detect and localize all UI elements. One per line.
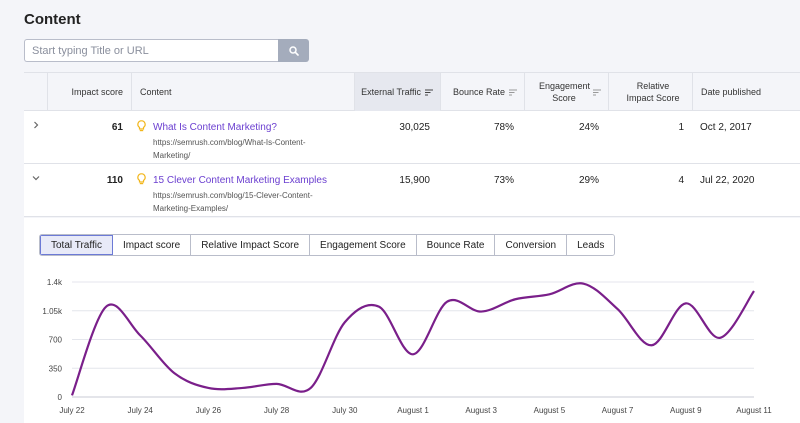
col-content-label: Content	[140, 87, 172, 97]
chart-tab-engagement-score[interactable]: Engagement Score	[310, 235, 417, 255]
table-row[interactable]: 110 15 Clever Content Marketing Examples…	[24, 164, 800, 217]
relative-impact-score: 1	[678, 122, 684, 133]
date-published: Jul 22, 2020	[700, 175, 755, 186]
impact-score: 61	[111, 122, 123, 133]
content-url: https://semrush.com/blog/15-Clever-Conte…	[153, 191, 313, 213]
lightbulb-icon	[137, 173, 146, 185]
col-impact-score-label: Impact score	[71, 87, 123, 97]
x-tick-label: August 9	[670, 406, 702, 415]
external-traffic: 15,900	[399, 175, 430, 186]
col-content[interactable]: Content	[131, 73, 354, 111]
chart-tab-relative-impact-score[interactable]: Relative Impact Score	[191, 235, 311, 255]
page-title: Content	[24, 11, 81, 28]
search-input[interactable]	[24, 39, 278, 62]
col-date-published[interactable]: Date published	[692, 73, 800, 111]
y-tick-label: 0	[58, 393, 63, 402]
content-title-link[interactable]: 15 Clever Content Marketing Examples	[153, 175, 327, 186]
engagement-score: 24%	[578, 122, 599, 133]
y-tick-label: 1.4k	[47, 278, 63, 287]
x-tick-label: July 24	[128, 406, 154, 415]
date-published: Oct 2, 2017	[700, 122, 752, 133]
engagement-score: 29%	[578, 175, 599, 186]
chevron-down-icon[interactable]	[32, 174, 40, 182]
lightbulb-icon	[137, 120, 146, 132]
impact-score: 110	[106, 175, 123, 186]
chevron-right-icon[interactable]	[32, 121, 40, 129]
x-tick-label: August 3	[465, 406, 497, 415]
chart-tab-impact-score[interactable]: Impact score	[112, 235, 192, 255]
x-tick-label: August 5	[534, 406, 566, 415]
x-tick-label: July 30	[332, 406, 358, 415]
bounce-rate: 78%	[493, 122, 514, 133]
sort-icon	[509, 89, 517, 95]
x-tick-label: July 28	[264, 406, 290, 415]
table-row[interactable]: 61 What Is Content Marketing? https://se…	[24, 111, 800, 164]
col-external-traffic-label: External Traffic	[361, 87, 421, 97]
col-date-published-label: Date published	[701, 87, 762, 97]
chart-tab-leads[interactable]: Leads	[567, 235, 615, 255]
search-icon	[288, 45, 299, 56]
chart-tab-bounce-rate[interactable]: Bounce Rate	[416, 235, 496, 255]
chart-tab-total-traffic[interactable]: Total Traffic	[40, 235, 113, 255]
col-relative-impact[interactable]: Relative Impact Score	[608, 73, 692, 111]
search-button[interactable]	[278, 39, 309, 62]
x-tick-label: August 11	[736, 406, 772, 415]
sort-icon	[425, 89, 433, 95]
y-tick-label: 700	[49, 336, 63, 345]
relative-impact-score: 4	[678, 175, 684, 186]
col-external-traffic[interactable]: External Traffic	[354, 73, 440, 111]
col-bounce-rate[interactable]: Bounce Rate	[440, 73, 524, 111]
chart-metric-tabs: Total Traffic Impact score Relative Impact…	[39, 234, 616, 256]
x-tick-label: July 22	[59, 406, 85, 415]
x-tick-label: August 7	[602, 406, 634, 415]
y-tick-label: 1.05k	[42, 307, 63, 316]
sort-icon	[593, 89, 601, 95]
content-url: https://semrush.com/blog/What-Is-Content…	[153, 138, 306, 160]
traffic-line-chart: 0 350 700 1.05k 1.4k July 22 July 24 July 26 Jul…	[42, 278, 772, 415]
x-tick-label: August 1	[397, 406, 429, 415]
col-engagement-score-label: Engagement Score	[539, 81, 591, 103]
col-bounce-rate-label: Bounce Rate	[452, 87, 505, 97]
chart-tab-conversion[interactable]: Conversion	[495, 235, 568, 255]
x-tick-label: July 26	[196, 406, 222, 415]
col-impact-score[interactable]: Impact score	[47, 73, 131, 111]
content-table: Impact score Content External Traffic Bo…	[24, 72, 800, 217]
col-engagement-score[interactable]: Engagement Score	[524, 73, 608, 111]
search-bar	[24, 39, 309, 62]
external-traffic: 30,025	[399, 122, 430, 133]
series-line-total-traffic[interactable]	[70, 282, 755, 396]
y-tick-label: 350	[49, 364, 63, 373]
chart-panel: Total Traffic Impact score Relative Impact…	[24, 218, 800, 423]
table-header: Impact score Content External Traffic Bo…	[24, 73, 800, 111]
bounce-rate: 73%	[493, 175, 514, 186]
col-relative-impact-label: Relative Impact Score	[626, 81, 680, 103]
content-title-link[interactable]: What Is Content Marketing?	[153, 122, 277, 133]
